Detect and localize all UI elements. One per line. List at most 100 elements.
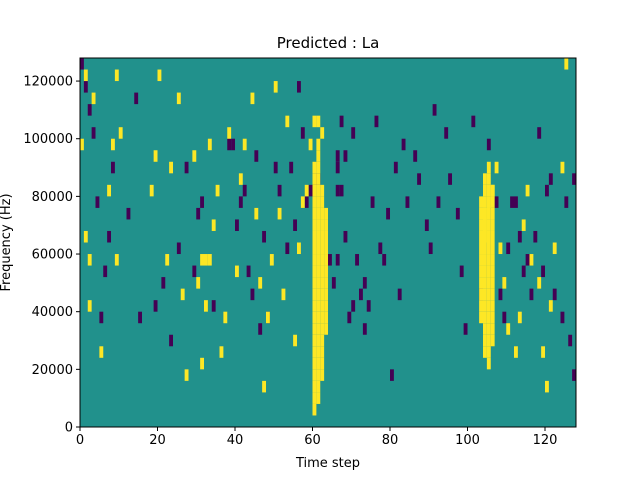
heatmap-cell-low (541, 265, 546, 278)
heatmap-cell-high (490, 242, 495, 255)
heatmap-cell-low (374, 115, 379, 128)
heatmap-cell-low (192, 265, 197, 278)
heatmap-cell-high (514, 346, 518, 358)
heatmap-cell-low (335, 254, 340, 266)
heatmap-cell-high (564, 58, 569, 70)
heatmap-cell-low (289, 161, 294, 174)
heatmap-cell-high (312, 323, 317, 335)
heatmap-cell-high (483, 196, 487, 208)
heatmap-cell-low (572, 369, 577, 381)
heatmap-cell-high (312, 115, 317, 128)
heatmap-cell-high (277, 207, 282, 220)
heatmap-cell-high (529, 254, 534, 266)
heatmap-cell-high (308, 138, 313, 151)
heatmap-cell-high (114, 254, 119, 266)
heatmap-cell-low (250, 288, 255, 301)
heatmap-cell-high (320, 300, 325, 312)
heatmap-cell-high (149, 184, 154, 197)
heatmap-cell-high (320, 207, 325, 220)
heatmap-cell-high (312, 300, 317, 312)
heatmap-cell-high (320, 277, 325, 289)
heatmap-cell-high (312, 346, 317, 358)
heatmap-cell-high (320, 323, 325, 335)
heatmap-cell-high (111, 138, 115, 151)
heatmap-cell-low (436, 196, 441, 208)
heatmap-cell-high (486, 277, 491, 289)
heatmap-cell-high (320, 346, 325, 358)
heatmap-cell-high (324, 265, 329, 278)
heatmap-cell-high (560, 161, 565, 174)
heatmap-cell-low (111, 161, 115, 174)
heatmap-cell-low (401, 138, 406, 151)
heatmap-cell-high (517, 311, 522, 324)
heatmap-cell-high (320, 265, 325, 278)
heatmap-cell-high (184, 369, 189, 381)
heatmap-cell-low (502, 311, 507, 324)
heatmap-cell-high (525, 184, 530, 197)
heatmap-cell-high (312, 254, 317, 266)
heatmap-cell-low (273, 161, 278, 174)
heatmap-cell-low (382, 254, 387, 266)
heatmap-cell-low (459, 265, 464, 278)
heatmap-cell-low (254, 150, 259, 162)
heatmap-cell-high (316, 230, 321, 243)
heatmap-cell-high (83, 69, 88, 82)
heatmap-cell-high (312, 369, 317, 381)
heatmap-cell-low (417, 173, 422, 185)
heatmap-cell-high (312, 288, 317, 301)
heatmap-cell-low (235, 219, 239, 231)
heatmap-cell-high (91, 92, 96, 105)
heatmap-cell-high (238, 173, 243, 185)
heatmap-cell-high (486, 346, 491, 358)
x-tick-label: 40 (227, 433, 244, 448)
heatmap-cell-high (316, 380, 321, 393)
heatmap-cell-high (320, 288, 325, 301)
heatmap-cell-low (521, 265, 526, 278)
heatmap-cell-high (486, 323, 491, 335)
heatmap-cell-low (545, 184, 549, 197)
heatmap-cell-low (335, 184, 340, 197)
heatmap-cell-high (235, 265, 239, 278)
y-tick-label: 20000 (32, 363, 73, 378)
x-tick-label: 0 (76, 433, 84, 448)
heatmap-cell-low (242, 184, 247, 197)
heatmap-cell-low (328, 254, 332, 266)
heatmap-cell-low (231, 138, 236, 151)
heatmap-cell-high (114, 69, 119, 82)
heatmap-cell-high (324, 242, 329, 255)
heatmap-cell-high (486, 196, 491, 208)
heatmap-cell-low (238, 196, 243, 208)
heatmap-cell-high (312, 277, 317, 289)
heatmap-cell-high (541, 346, 546, 358)
heatmap-cell-high (176, 92, 181, 105)
x-tick-label: 60 (304, 433, 321, 448)
heatmap-cell-high (490, 323, 495, 335)
heatmap-cell-low (176, 242, 181, 255)
heatmap-cell-low (277, 184, 282, 197)
y-tick-label: 120000 (23, 75, 73, 90)
heatmap-cell-low (359, 288, 363, 301)
heatmap-cell-high (490, 265, 495, 278)
y-tick-label: 100000 (23, 132, 73, 147)
heatmap-cell-high (87, 300, 92, 312)
heatmap-cell-low (564, 196, 569, 208)
heatmap-cell-high (266, 311, 270, 324)
heatmap-cell-high (483, 346, 487, 358)
heatmap-cell-high (83, 230, 88, 243)
heatmap-cell-high (479, 242, 484, 255)
heatmap-cell-low (510, 196, 515, 208)
heatmap-cell-high (490, 207, 495, 220)
heatmap-cell-low (262, 230, 267, 243)
heatmap-cell-high (320, 311, 325, 324)
heatmap-cell-high (281, 288, 286, 301)
heatmap-cell-low (351, 300, 356, 312)
heatmap-cell-high (486, 207, 491, 220)
heatmap-cell-low (331, 277, 336, 289)
heatmap-cell-low (386, 207, 391, 220)
heatmap-cell-high (316, 300, 321, 312)
heatmap-cell-low (339, 184, 344, 197)
heatmap-cell-high (320, 369, 325, 381)
heatmap-cell-high (486, 173, 491, 185)
heatmap-cell-high (483, 242, 487, 255)
heatmap-cell-high (300, 196, 305, 208)
